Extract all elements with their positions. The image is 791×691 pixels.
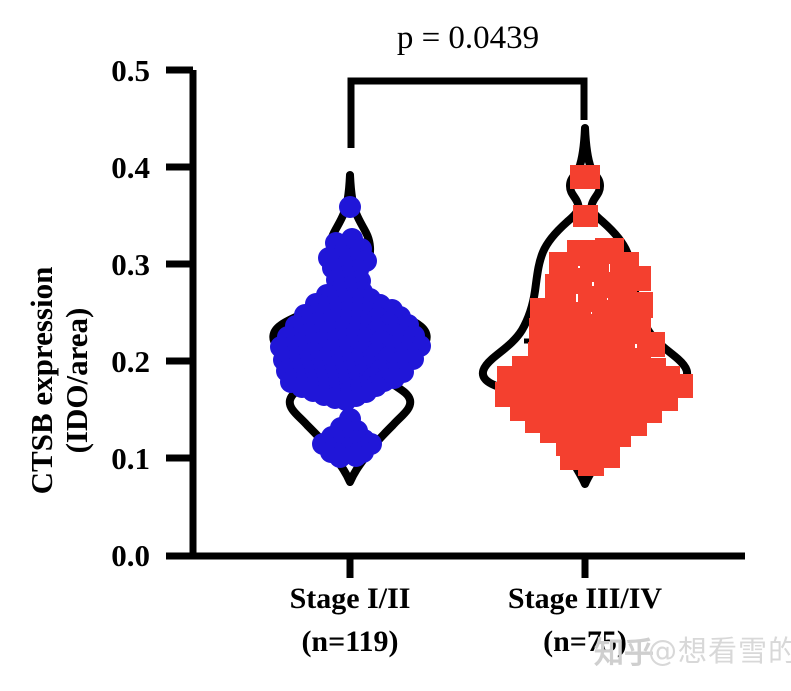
y-tick-label-0.2: 0.2 — [111, 344, 150, 379]
axis-group — [166, 66, 745, 578]
y-tick-label-0.5: 0.5 — [111, 53, 150, 88]
y-tick-label-0.3: 0.3 — [111, 247, 150, 282]
p-value-annotation: p = 0.0439 — [396, 20, 540, 56]
y-axis-ticks — [166, 66, 193, 560]
significance-bracket — [347, 77, 588, 152]
violin-stage-i-ii — [269, 171, 431, 486]
data-points-red — [495, 165, 693, 476]
y-tick-label-0.0: 0.0 — [111, 538, 150, 573]
y-tick-label-0.1: 0.1 — [111, 441, 150, 476]
y-tick-label-0.4: 0.4 — [111, 150, 150, 185]
violin-outline-red — [478, 124, 692, 488]
data-points-blue — [270, 196, 431, 468]
violin-stage-iii-iv — [478, 124, 693, 488]
x-tick-label-stage-i-ii: Stage I/II (n=119) — [230, 578, 470, 663]
x-tick-label-stage-iii-iv-line1: Stage III/IV — [507, 582, 663, 615]
x-tick-label-stage-i-ii-line2: (n=119) — [301, 624, 399, 658]
x-axis-ticks — [346, 556, 589, 578]
x-tick-label-stage-iii-iv-line2: (n=75) — [543, 624, 627, 658]
x-tick-label-stage-iii-iv: Stage III/IV (n=75) — [465, 578, 705, 663]
x-tick-label-stage-i-ii-line1: Stage I/II — [289, 582, 411, 615]
